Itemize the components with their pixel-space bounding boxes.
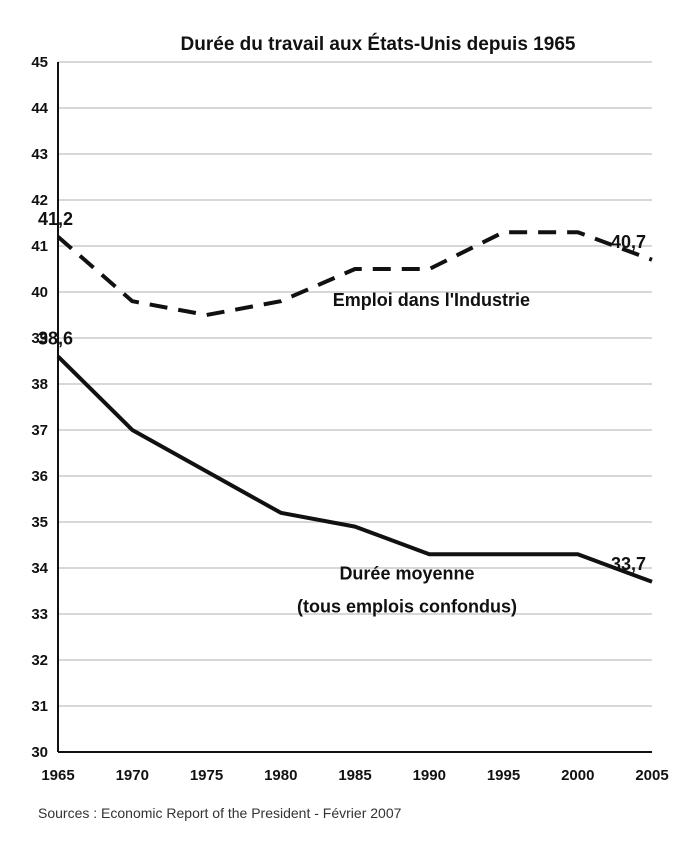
data-label: 40,7 (611, 232, 646, 252)
series-label: (tous emplois confondus) (297, 597, 517, 617)
series-lines (56, 230, 653, 584)
x-tick-label: 1995 (487, 767, 520, 784)
y-tick-label: 44 (31, 100, 48, 117)
data-label: 33,7 (611, 554, 646, 574)
y-tick-label: 34 (31, 560, 48, 577)
data-label: 41,2 (38, 209, 73, 229)
average-series-line (56, 354, 653, 584)
y-tick-label: 41 (31, 238, 48, 255)
x-tick-label: 1980 (264, 767, 297, 784)
y-tick-label: 37 (31, 422, 48, 439)
x-tick-label: 1970 (116, 767, 149, 784)
y-tick-label: 36 (31, 468, 48, 485)
x-tick-label: 1975 (190, 767, 223, 784)
series-label: Emploi dans l'Industrie (333, 290, 530, 310)
x-tick-label: 2000 (561, 767, 594, 784)
x-tick-label: 1990 (413, 767, 446, 784)
series-label: Durée moyenne (339, 564, 474, 584)
y-tick-label: 45 (31, 54, 48, 71)
axes: 30 31 32 33 34 35 36 37 38 39 40 41 42 43 44 45 1965 1970… (31, 54, 668, 784)
x-tick-label: 1985 (338, 767, 371, 784)
x-tick-label: 2005 (635, 767, 668, 784)
y-tick-label: 40 (31, 284, 48, 301)
y-tick-label: 35 (31, 514, 48, 531)
y-tick-label: 42 (31, 192, 48, 209)
y-tick-label: 33 (31, 606, 48, 623)
x-tick-label: 1965 (41, 767, 74, 784)
y-tick-label: 39 (31, 330, 48, 347)
chart-title: Durée du travail aux États-Unis depuis 1… (181, 33, 576, 55)
y-tick-label: 43 (31, 146, 48, 163)
y-tick-label: 30 (31, 744, 48, 761)
y-tick-label: 32 (31, 652, 48, 669)
industry-series-line (56, 230, 653, 317)
annotations: Emploi dans l'Industrie Durée moyenne (tou… (38, 209, 646, 617)
gridlines (58, 61, 652, 707)
chart-source: Sources : Economic Report of the Preside… (38, 805, 402, 821)
data-label: 38,6 (38, 328, 73, 348)
y-tick-label: 31 (31, 698, 48, 715)
y-tick-label: 38 (31, 376, 48, 393)
